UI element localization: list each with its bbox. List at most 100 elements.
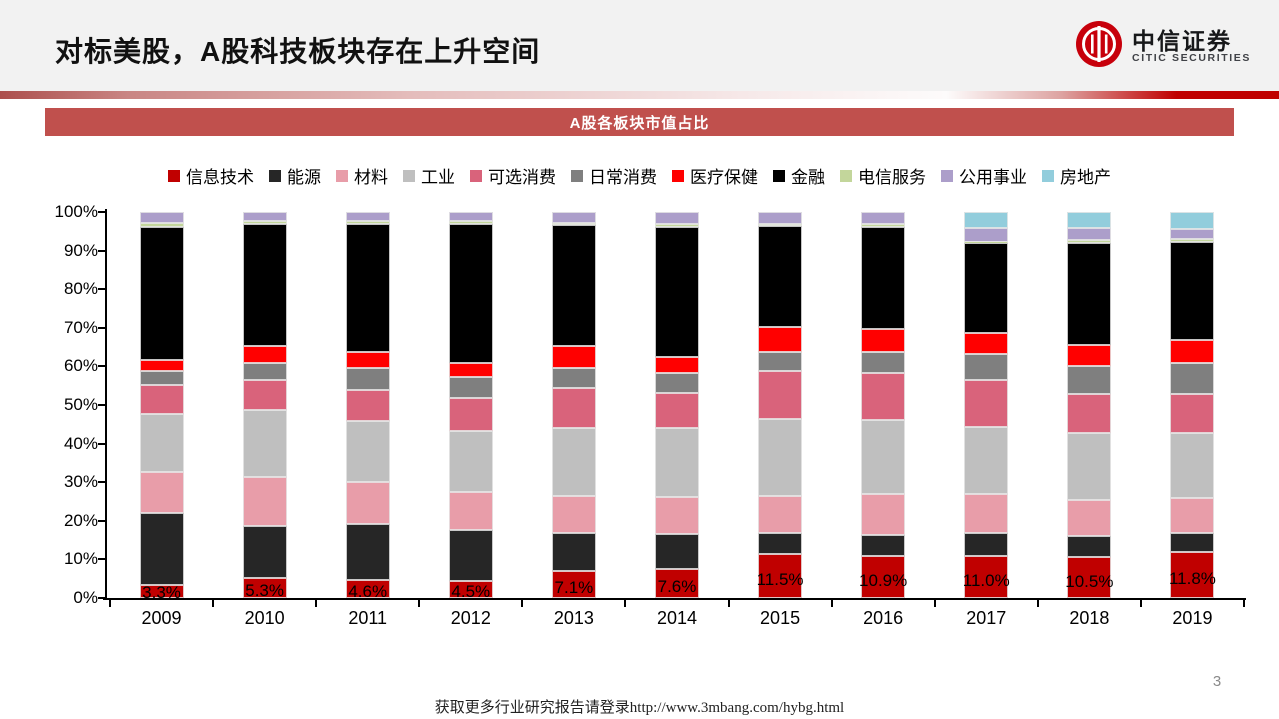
bar-2015	[758, 212, 803, 598]
x-axis-tick	[624, 600, 627, 607]
legend-item-日常消费: 日常消费	[571, 163, 657, 188]
x-axis-tick	[418, 600, 421, 607]
legend-label: 工业	[421, 168, 455, 187]
bar-2019	[1170, 212, 1215, 598]
y-axis-tick	[98, 365, 105, 368]
legend-item-材料: 材料	[336, 163, 388, 188]
bar-segment-金融	[861, 226, 906, 330]
legend-marker-icon	[403, 169, 415, 182]
bar-segment-材料	[1170, 497, 1215, 534]
bar-2012	[448, 212, 493, 598]
bar-segment-能源	[448, 530, 493, 581]
bar-segment-公用事业	[964, 228, 1009, 242]
bar-segment-医疗保健	[242, 345, 287, 363]
bar-segment-能源	[654, 534, 699, 569]
bar-segment-可选消费	[861, 372, 906, 421]
y-axis-tick	[98, 442, 105, 445]
bar-segment-公用事业	[139, 212, 184, 223]
bar-2009	[139, 212, 184, 598]
legend-item-可选消费: 可选消费	[470, 163, 556, 188]
legend-label: 医疗保健	[690, 168, 758, 187]
bar-segment-日常消费	[758, 351, 803, 371]
bar-segment-材料	[1067, 499, 1112, 536]
data-label-2015: 11.5%	[756, 570, 804, 589]
bar-segment-医疗保健	[1067, 345, 1112, 366]
bar-segment-电信服务	[345, 220, 390, 224]
bar-segment-日常消费	[964, 354, 1009, 380]
bar-segment-日常消费	[654, 373, 699, 393]
bar-slot-2019: 11.8%	[1141, 212, 1244, 598]
bar-segment-能源	[345, 524, 390, 581]
bar-segment-电信服务	[758, 224, 803, 226]
bar-segment-金融	[448, 224, 493, 363]
legend-label: 公用事业	[959, 168, 1027, 187]
bar-segment-可选消费	[964, 379, 1009, 427]
legend-marker-icon	[773, 169, 785, 182]
bar-segment-医疗保健	[758, 327, 803, 352]
bar-segment-医疗保健	[139, 359, 184, 372]
bar-segment-可选消费	[242, 379, 287, 411]
bar-2010	[242, 212, 287, 598]
y-axis-tick	[98, 326, 105, 329]
legend-label: 房地产	[1060, 168, 1111, 187]
header-divider-line	[0, 91, 1279, 99]
bar-segment-信息技术	[551, 570, 596, 598]
data-label-2018: 10.5%	[1065, 571, 1114, 591]
legend-marker-icon	[672, 169, 684, 182]
bar-segment-日常消费	[1170, 363, 1215, 395]
bar-segment-公用事业	[551, 212, 596, 223]
bar-segment-信息技术	[861, 555, 906, 598]
legend-item-房地产: 房地产	[1042, 163, 1111, 188]
x-axis-label-2019: 2019	[1172, 608, 1213, 628]
legend-label: 材料	[354, 168, 388, 187]
x-axis-tick	[521, 600, 524, 607]
bar-segment-能源	[758, 533, 803, 554]
data-label-2016: 10.9%	[859, 571, 908, 591]
legend-label: 电信服务	[858, 168, 926, 187]
bar-segment-日常消费	[861, 351, 906, 373]
bar-segment-可选消费	[448, 398, 493, 431]
bar-segment-电信服务	[861, 224, 906, 227]
y-axis-label: 90%	[63, 240, 98, 260]
x-axis-label-2014: 2014	[656, 608, 698, 628]
legend-marker-icon	[269, 169, 281, 182]
bar-segment-材料	[654, 496, 699, 535]
bar-segment-工业	[1067, 433, 1112, 500]
legend-marker-icon	[840, 169, 852, 182]
footer-note: 获取更多行业研究报告请登录http://www.3mbang.com/hybg.…	[434, 700, 845, 716]
legend-marker-icon	[336, 169, 348, 182]
bar-segment-房地产	[1170, 212, 1215, 230]
legend-marker-icon	[1042, 169, 1054, 182]
x-axis-tick	[212, 600, 215, 607]
bar-segment-金融	[1170, 241, 1215, 341]
bar-segment-公用事业	[242, 212, 287, 221]
bar-segment-公用事业	[1067, 228, 1112, 241]
bar-segment-金融	[654, 226, 699, 357]
bar-segment-信息技术	[242, 577, 287, 598]
y-axis-label: 0%	[73, 588, 98, 607]
bar-slot-2014: 7.6%	[625, 212, 728, 598]
bar-2017	[964, 212, 1009, 598]
bar-segment-信息技术	[758, 553, 803, 598]
y-axis-tick	[98, 404, 105, 406]
legend-item-能源: 能源	[269, 163, 321, 188]
bar-segment-材料	[242, 476, 287, 526]
bar-segment-材料	[551, 496, 596, 534]
legend-item-金融: 金融	[773, 163, 825, 188]
y-axis-label: 50%	[63, 395, 98, 414]
bar-segment-电信服务	[654, 223, 699, 227]
bar-segment-能源	[1170, 533, 1215, 553]
bar-segment-信息技术	[1170, 552, 1215, 598]
x-axis-tick	[1139, 600, 1142, 607]
bar-segment-信息技术	[964, 555, 1009, 598]
x-axis-label-2011: 2011	[348, 608, 388, 628]
x-axis-label-2016: 2016	[863, 608, 904, 628]
x-axis-tick	[727, 600, 730, 607]
y-axis-label: 30%	[63, 472, 98, 492]
bar-segment-日常消费	[139, 371, 184, 385]
bar-segment-材料	[964, 494, 1009, 534]
page-number: 3	[1212, 673, 1222, 690]
citic-logo-icon	[1075, 20, 1123, 73]
bar-segment-工业	[345, 420, 390, 482]
